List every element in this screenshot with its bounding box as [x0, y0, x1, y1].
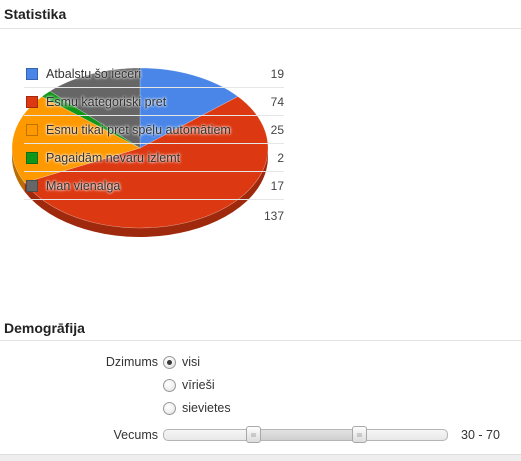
legend-value: 74	[270, 95, 284, 109]
statistics-title: Statistika	[4, 6, 67, 22]
gender-radio-all[interactable]	[163, 356, 176, 369]
pie-slice-pagaidam-nevaru-izlemt	[41, 90, 141, 149]
pie-slice-man-vienalga	[49, 67, 141, 149]
legend-label: Atbalstu šo ieceri	[46, 67, 142, 81]
bottom-bar	[0, 454, 521, 461]
legend-swatch	[26, 180, 38, 192]
legend-label: Esmu tikai pret spēļu automātiem	[46, 123, 231, 137]
legend-item: Esmu tikai pret spēļu automātiem 25	[24, 117, 284, 144]
legend-swatch	[26, 152, 38, 164]
legend-item: Pagaidām nevaru izlemt 2	[24, 145, 284, 172]
legend-value: 25	[270, 123, 284, 137]
legend-item: Esmu kategoriski pret 74	[24, 89, 284, 116]
statistics-divider	[0, 28, 521, 29]
legend-value: 19	[270, 67, 284, 81]
demographics-title: Demogrāfija	[4, 320, 85, 336]
grip-icon	[251, 433, 256, 437]
demographics-divider	[0, 340, 521, 341]
pie-chart	[11, 67, 269, 237]
age-slider-range	[254, 430, 360, 440]
legend-value: 2	[277, 151, 284, 165]
legend-item: Man vienalga 17	[24, 173, 284, 200]
legend-row-divider	[24, 87, 284, 88]
legend-row-divider	[24, 171, 284, 172]
gender-label: Dzimums	[105, 355, 158, 369]
age-range-value: 30 - 70	[461, 428, 500, 442]
gender-option-all[interactable]: visi	[182, 355, 201, 369]
gender-option-male[interactable]: vīrieši	[182, 378, 215, 392]
gender-radio-female[interactable]	[163, 402, 176, 415]
age-label: Vecums	[113, 428, 158, 442]
age-slider-min-handle[interactable]	[246, 426, 261, 443]
legend-label: Esmu kategoriski pret	[46, 95, 167, 109]
legend-swatch	[26, 68, 38, 80]
age-slider-max-handle[interactable]	[352, 426, 367, 443]
pie-slice-esmu-kategoriski-pret	[24, 96, 269, 229]
legend-swatch	[26, 124, 38, 136]
legend-label: Man vienalga	[46, 179, 121, 193]
legend-item: Atbalstu šo ieceri 19	[24, 61, 284, 88]
pie-side-esmu-tikai-pret-spelu-automatiem	[12, 148, 25, 192]
gender-option-female[interactable]: sievietes	[182, 401, 231, 415]
pie-slice-atbalstu-so-ieceri	[139, 67, 239, 149]
legend-value: 17	[270, 179, 284, 193]
legend-swatch	[26, 96, 38, 108]
legend-label: Pagaidām nevaru izlemt	[46, 151, 181, 165]
chart-total: 137	[263, 209, 284, 223]
grip-icon	[357, 433, 362, 437]
legend-row-divider	[24, 143, 284, 144]
legend-row-divider	[24, 115, 284, 116]
gender-radio-male[interactable]	[163, 379, 176, 392]
legend-row-divider	[24, 199, 284, 200]
